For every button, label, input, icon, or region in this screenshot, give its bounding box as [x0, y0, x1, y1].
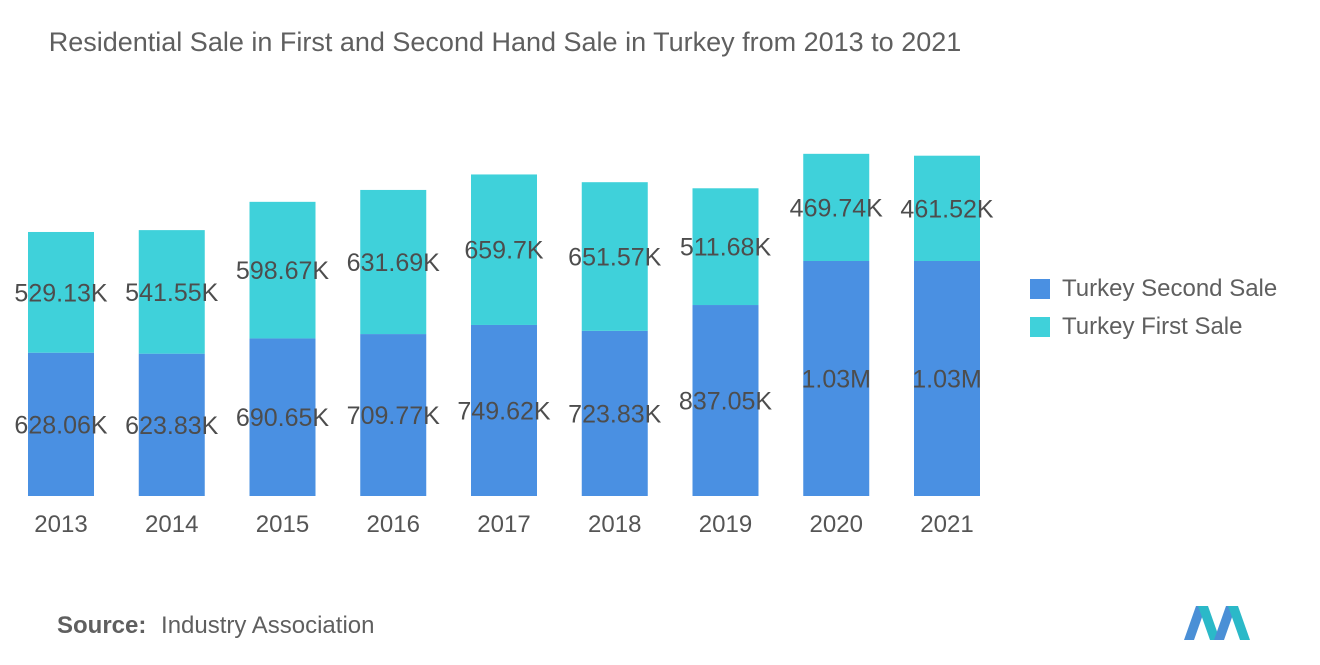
source-note: Source: Industry Association [57, 612, 374, 640]
label-first-sale-2021: 461.52K [900, 195, 993, 223]
x-tick-2020: 2020 [810, 511, 863, 538]
bar-second-sale-2016[interactable] [360, 334, 427, 496]
bar-second-sale-2020[interactable] [803, 261, 870, 496]
bar-second-sale-2021[interactable] [914, 261, 980, 496]
label-first-sale-2020: 469.74K [790, 194, 883, 222]
bar-second-sale-2019[interactable] [692, 305, 759, 496]
label-second-sale-2021: 1.03M [912, 366, 981, 394]
label-second-sale-2020: 1.03M [802, 366, 871, 394]
bar-first-sale-2016[interactable] [360, 189, 427, 335]
x-tick-2013: 2013 [34, 511, 87, 538]
x-tick-2019: 2019 [699, 511, 752, 538]
bar-first-sale-2020[interactable] [803, 153, 870, 261]
bar-first-sale-2017[interactable] [471, 174, 537, 325]
label-second-sale-2013: 628.06K [14, 411, 107, 439]
bar-first-sale-2021[interactable] [914, 155, 980, 261]
bar-second-sale-2013[interactable] [28, 352, 94, 496]
bar-second-sale-2014[interactable] [138, 353, 205, 496]
legend-item-first-sale[interactable]: Turkey First Sale [1030, 308, 1277, 346]
label-first-sale-2014: 541.55K [125, 279, 218, 307]
legend-label-first-sale: Turkey First Sale [1062, 313, 1243, 340]
label-second-sale-2019: 837.05K [679, 388, 772, 416]
x-tick-2018: 2018 [588, 511, 641, 538]
legend: Turkey Second Sale Turkey First Sale [1030, 270, 1277, 346]
label-first-sale-2013: 529.13K [14, 279, 107, 307]
label-first-sale-2018: 651.57K [568, 244, 661, 272]
legend-swatch-second-sale [1030, 279, 1050, 299]
label-first-sale-2016: 631.69K [347, 249, 440, 277]
x-tick-2016: 2016 [367, 511, 420, 538]
bar-second-sale-2018[interactable] [581, 330, 648, 496]
label-first-sale-2019: 511.68K [680, 234, 772, 262]
label-second-sale-2015: 690.65K [236, 404, 329, 432]
label-first-sale-2015: 598.67K [236, 257, 329, 285]
x-tick-2015: 2015 [256, 511, 309, 538]
x-tick-2017: 2017 [477, 511, 530, 538]
x-tick-2014: 2014 [145, 511, 198, 538]
bar-first-sale-2015[interactable] [249, 201, 316, 339]
bar-second-sale-2015[interactable] [249, 338, 316, 496]
legend-item-second-sale[interactable]: Turkey Second Sale [1030, 270, 1277, 308]
legend-swatch-first-sale [1030, 317, 1050, 337]
bar-first-sale-2018[interactable] [581, 182, 648, 331]
label-second-sale-2017: 749.62K [457, 397, 550, 425]
chart-title: Residential Sale in First and Second Han… [48, 27, 962, 57]
x-tick-2021: 2021 [920, 511, 973, 538]
bar-second-sale-2017[interactable] [471, 324, 537, 496]
label-first-sale-2017: 659.7K [464, 237, 544, 265]
label-second-sale-2014: 623.83K [125, 412, 218, 440]
source-label: Source: [57, 612, 147, 639]
bar-first-sale-2014[interactable] [138, 230, 205, 354]
mordor-intelligence-logo-icon [1184, 606, 1250, 640]
label-second-sale-2018: 723.83K [568, 400, 661, 428]
bar-first-sale-2019[interactable] [692, 188, 759, 306]
label-second-sale-2016: 709.77K [347, 402, 440, 430]
bar-first-sale-2013[interactable] [28, 231, 94, 353]
source-text: Industry Association [161, 612, 375, 639]
legend-label-second-sale: Turkey Second Sale [1062, 275, 1278, 302]
